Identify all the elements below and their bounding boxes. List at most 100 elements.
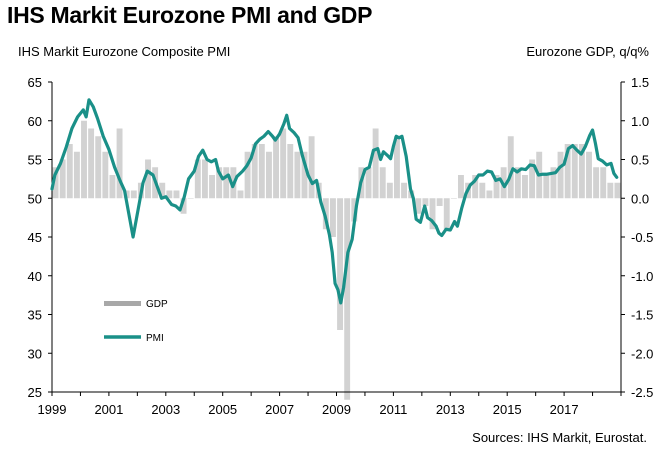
pmi-line-layer xyxy=(50,98,619,305)
gdp-bar xyxy=(337,198,344,330)
gdp-bar xyxy=(522,175,528,199)
gdp-bar xyxy=(372,128,379,199)
gdp-bar xyxy=(59,159,66,199)
gdp-bar xyxy=(443,198,450,230)
gdp-bar xyxy=(52,167,59,199)
gdp-bar xyxy=(600,167,607,199)
gdp-bar xyxy=(88,128,95,199)
gdp-bar xyxy=(194,159,201,199)
gdp-bar xyxy=(66,144,73,199)
gdp-bar xyxy=(201,159,208,199)
gdp-bar xyxy=(578,144,585,199)
x-tick-label: 2013 xyxy=(436,402,465,417)
x-tick-label: 2005 xyxy=(208,402,237,417)
x-tick-label: 2015 xyxy=(493,402,522,417)
right-tick-label: 1.5 xyxy=(631,75,649,90)
pmi-line xyxy=(50,98,619,305)
gdp-bar xyxy=(258,144,265,199)
left-tick-label: 25 xyxy=(28,385,42,400)
gdp-bar xyxy=(116,128,123,199)
gdp-bar xyxy=(209,175,215,199)
gdp-bar xyxy=(273,136,279,199)
right-tick-label: -2.5 xyxy=(631,385,653,400)
gdp-bar xyxy=(614,182,621,199)
gdp-bar xyxy=(379,167,386,199)
gdp-bar xyxy=(265,151,272,199)
x-tick-label: 2001 xyxy=(94,402,123,417)
gdp-bar xyxy=(557,151,564,199)
gdp-bar xyxy=(586,151,592,199)
gdp-bar xyxy=(145,159,151,199)
right-tick-label: 0.5 xyxy=(631,153,649,168)
legend-pmi-label: PMI xyxy=(146,333,164,344)
left-tick-label: 50 xyxy=(28,191,42,206)
left-tick-label: 65 xyxy=(28,75,42,90)
gdp-bar xyxy=(415,198,422,214)
gdp-bar xyxy=(280,128,287,199)
gdp-bar xyxy=(394,136,400,199)
legend: GDP PMI xyxy=(104,299,168,344)
left-tick-label: 45 xyxy=(28,230,42,245)
x-tick-label: 2011 xyxy=(379,402,407,417)
gdp-bar xyxy=(436,198,443,206)
x-tick-label: 1999 xyxy=(38,402,67,417)
gdp-bar xyxy=(102,151,109,199)
source-note: Sources: IHS Markit, Eurostat. xyxy=(472,430,647,445)
gdp-bar xyxy=(458,175,464,199)
gdp-bar xyxy=(159,182,166,199)
gdp-bar xyxy=(287,144,294,199)
gdp-bar xyxy=(237,190,244,199)
gdp-bar xyxy=(351,198,358,222)
gdp-bar xyxy=(507,136,514,199)
left-axis-title: IHS Markit Eurozone Composite PMI xyxy=(18,44,231,59)
gdp-bar xyxy=(216,167,223,199)
gdp-bar xyxy=(81,120,87,199)
left-tick-label: 30 xyxy=(28,346,42,361)
gdp-bar xyxy=(329,198,336,237)
gdp-bar xyxy=(223,167,230,199)
gdp-bar xyxy=(95,136,102,199)
gdp-bar xyxy=(173,190,180,199)
gdp-bar xyxy=(607,182,614,199)
gdp-bar xyxy=(301,151,308,199)
gdp-bar xyxy=(365,167,372,199)
gdp-bar xyxy=(187,198,194,199)
chart-title: IHS Markit Eurozone PMI and GDP xyxy=(7,2,373,28)
right-axis-title: Eurozone GDP, q/q% xyxy=(526,44,649,59)
left-tick-label: 40 xyxy=(28,269,42,284)
left-tick-label: 35 xyxy=(28,308,42,323)
right-tick-label: 1.0 xyxy=(631,114,649,129)
gdp-bar xyxy=(564,144,571,199)
gdp-bar xyxy=(472,175,479,199)
gdp-bar xyxy=(73,151,80,199)
gdp-bar xyxy=(344,198,351,400)
gdp-bar xyxy=(514,167,521,199)
gdp-bar xyxy=(571,144,578,199)
gdp-bar xyxy=(244,151,251,199)
gdp-bars xyxy=(52,120,621,400)
x-tick-label: 2009 xyxy=(322,402,351,417)
right-tick-label: -1.0 xyxy=(631,269,653,284)
gdp-bar xyxy=(386,182,393,199)
gdp-bar xyxy=(429,198,436,230)
legend-gdp-label: GDP xyxy=(146,299,168,310)
gdp-bar xyxy=(109,175,116,199)
gdp-bar xyxy=(529,159,536,199)
gdp-bar xyxy=(308,136,315,199)
gdp-bar xyxy=(401,182,408,199)
right-tick-label: -0.5 xyxy=(631,230,653,245)
axes xyxy=(48,81,625,396)
x-tick-label: 2017 xyxy=(550,402,579,417)
gdp-bar xyxy=(422,198,429,206)
right-tick-label: -2.0 xyxy=(631,346,653,361)
gdp-bar xyxy=(543,175,550,199)
right-tick-label: 0.0 xyxy=(631,191,649,206)
gdp-bar xyxy=(450,198,457,199)
gdp-bar xyxy=(130,190,137,199)
gdp-bar xyxy=(251,144,258,199)
gdp-bar xyxy=(294,151,301,199)
legend-gdp-swatch xyxy=(104,301,141,306)
gdp-bar xyxy=(486,190,493,199)
left-tick-label: 60 xyxy=(28,114,42,129)
